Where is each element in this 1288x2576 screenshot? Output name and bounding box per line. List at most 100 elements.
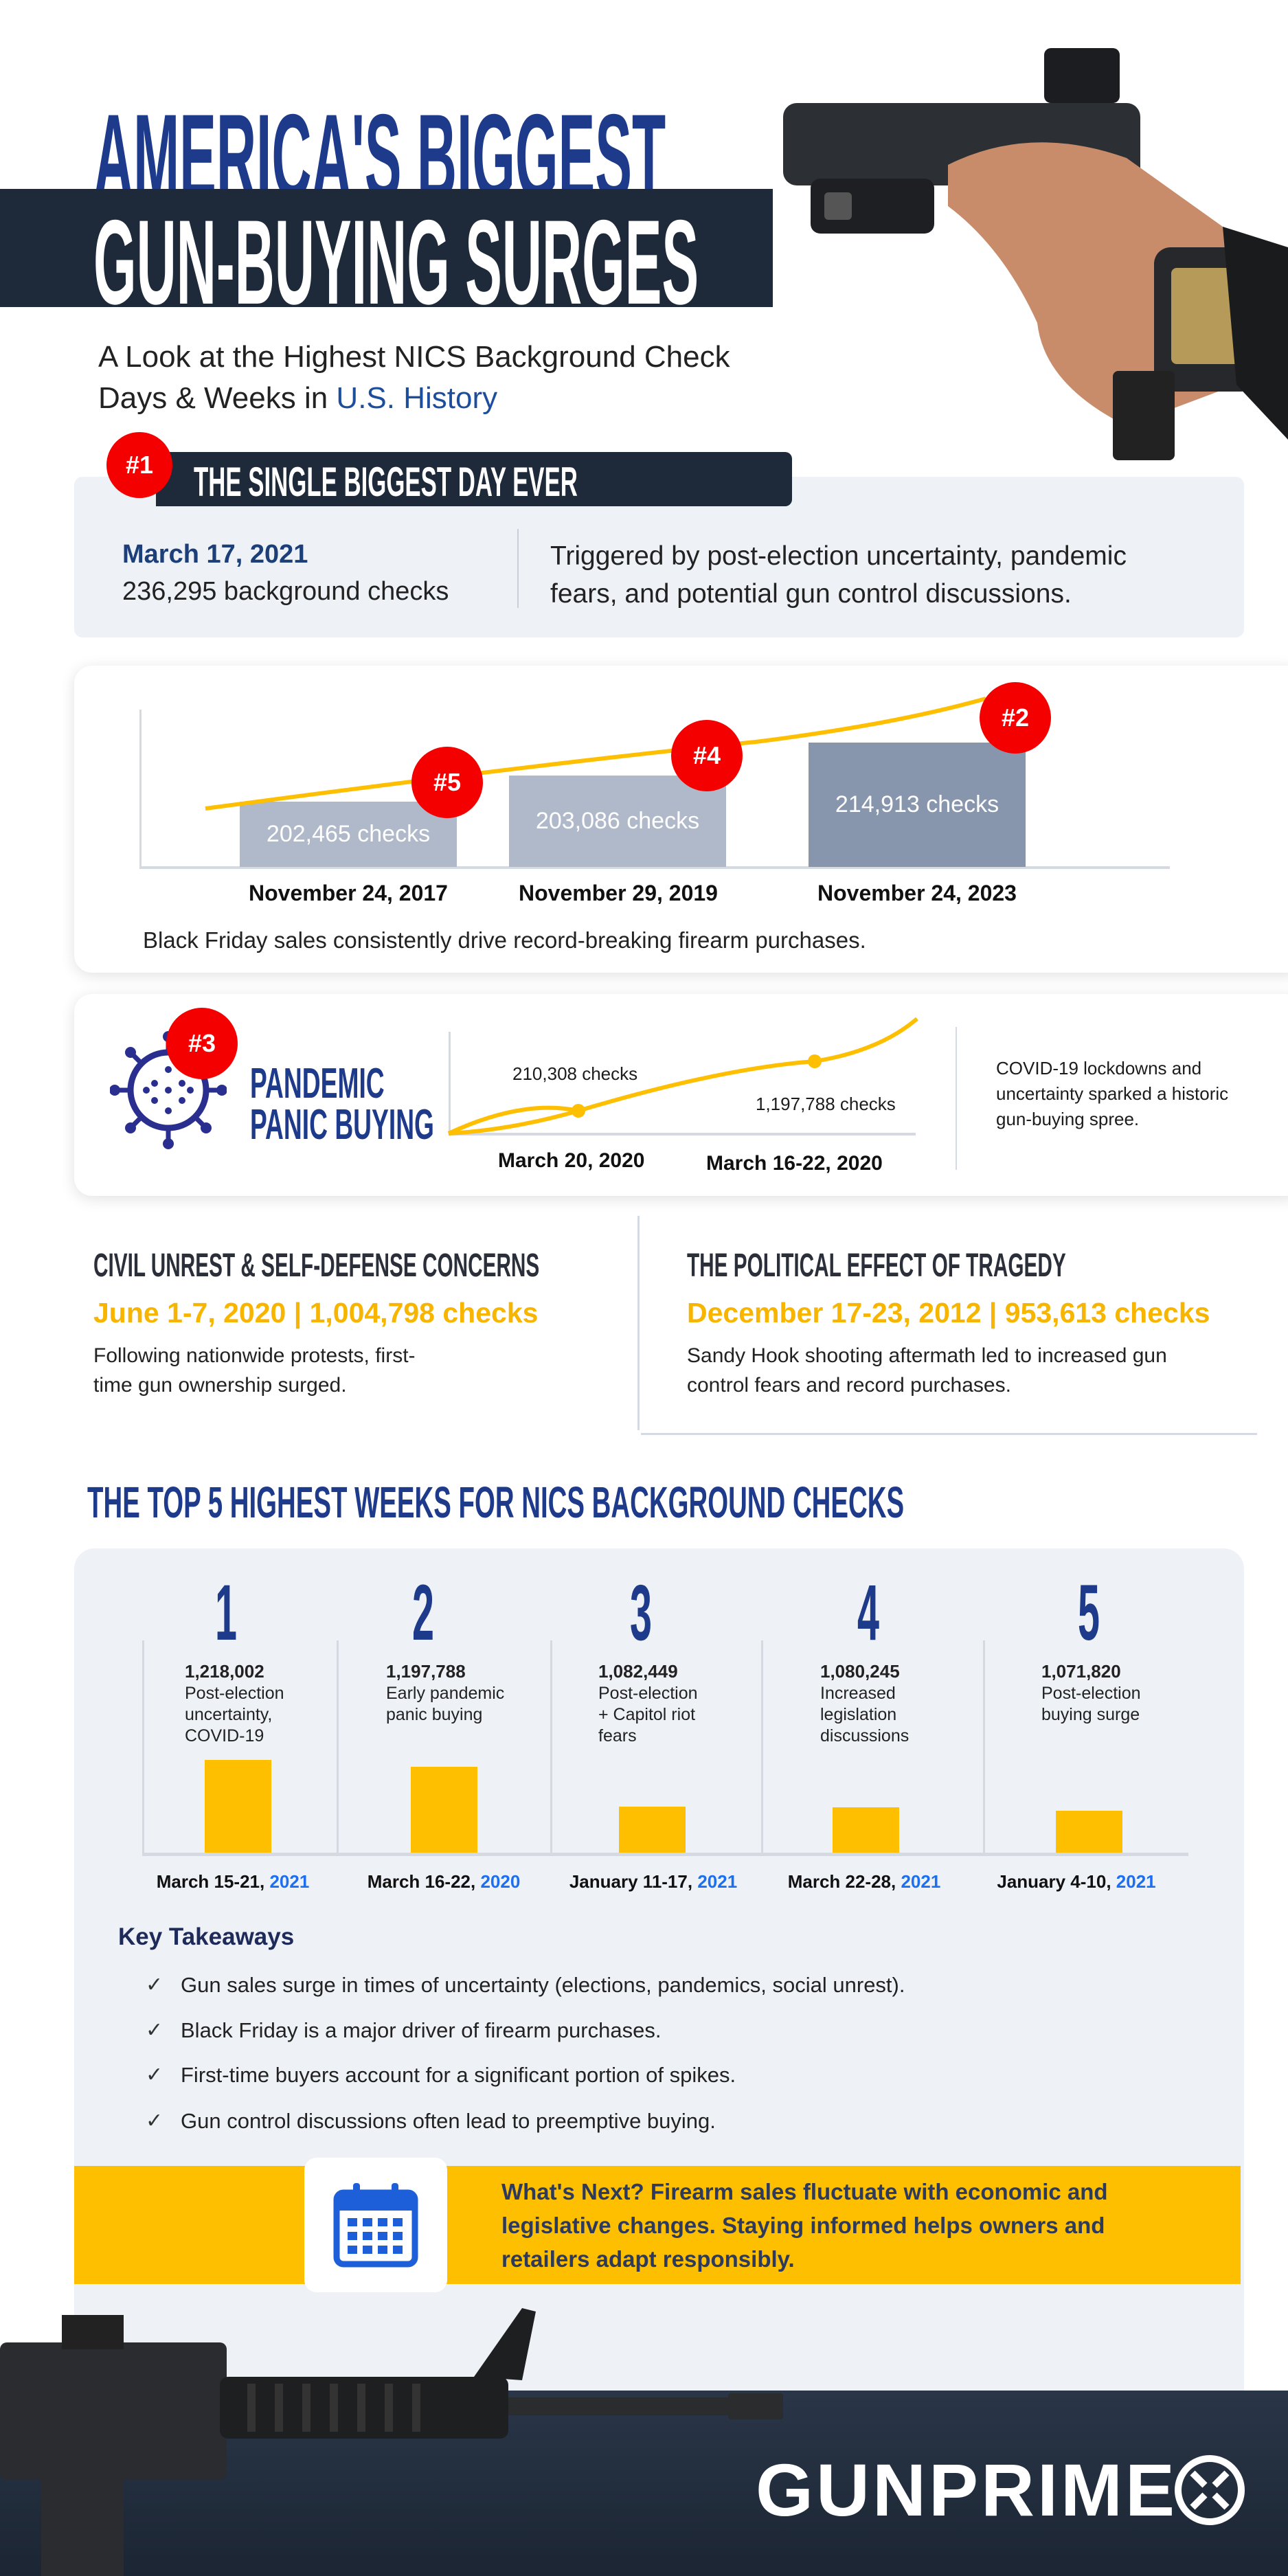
week-bar <box>833 1807 899 1855</box>
week-bar <box>411 1766 477 1855</box>
point1-label: 210,308 checks <box>512 1063 638 1084</box>
civil-unrest-title: CIVIL UNREST & SELF-DEFENSE CONCERNS <box>93 1247 540 1284</box>
biggest-day-title-bar <box>156 452 792 506</box>
pandemic-description: COVID-19 lockdowns and uncertainty spark… <box>996 1056 1228 1132</box>
whats-next-text: What's Next? Firearm sales fluctuate wit… <box>501 2175 1108 2276</box>
week-date: March 15-21, 2021 <box>133 1871 332 1893</box>
pandemic-trend-line <box>447 1017 918 1136</box>
bar-label: 202,465 checks <box>266 821 431 847</box>
takeaway-item: Gun sales surge in times of uncertainty … <box>181 1973 905 1997</box>
rank-number: 3 <box>630 1569 652 1657</box>
title-line: PANDEMIC <box>250 1060 385 1107</box>
week-description: Increased <box>820 1684 896 1703</box>
week-value: 1,080,245 <box>820 1661 900 1682</box>
divider <box>641 1433 1257 1435</box>
rank-badge-1: #1 <box>106 432 172 498</box>
pandemic-title: PANDEMIC PANIC BUYING <box>250 1063 434 1146</box>
point2-label: 1,197,788 checks <box>756 1094 896 1114</box>
body-line: time gun ownership surged. <box>93 1374 347 1397</box>
week-description: panic buying <box>386 1705 483 1724</box>
y-axis <box>139 710 142 868</box>
column-divider <box>337 1640 339 1855</box>
subtitle-line2: Days & Weeks in U.S. History <box>98 378 730 419</box>
rank-number: 2 <box>412 1569 434 1657</box>
rank-number: 5 <box>1078 1569 1100 1657</box>
week-description: COVID-19 <box>185 1726 264 1745</box>
week-info: 1,080,245 Increased legislation discussions <box>820 1661 909 1747</box>
week-description: buying surge <box>1041 1705 1140 1724</box>
black-friday-bar-2023: 214,913 checks <box>809 743 1026 867</box>
takeaway-item: Black Friday is a major driver of firear… <box>181 2018 662 2042</box>
week-description: uncertainty, <box>185 1705 273 1724</box>
divider <box>517 529 519 608</box>
rank-badge-2: #2 <box>980 682 1051 754</box>
week-info: 1,071,820 Post-election buying surge <box>1041 1661 1141 1726</box>
week-value: 1,082,449 <box>598 1661 678 1682</box>
subtitle: A Look at the Highest NICS Background Ch… <box>98 337 730 419</box>
date-text: March 16-22, <box>367 1871 481 1892</box>
calendar-tile <box>304 2158 447 2292</box>
biggest-day-description: Triggered by post-election uncertainty, … <box>550 537 1127 613</box>
date-text: January 4-10, <box>997 1871 1116 1892</box>
bar-date: November 24, 2017 <box>249 881 448 905</box>
date-text: January 11-17, <box>569 1871 698 1892</box>
black-friday-bar-2017: 202,465 checks <box>240 802 457 867</box>
week-date: March 22-28, 2021 <box>765 1871 964 1893</box>
rank-badge-5: #5 <box>411 747 483 818</box>
takeaways-title: Key Takeaways <box>118 1923 295 1950</box>
brand-logo: GUNPRIME <box>756 2448 1178 2531</box>
takeaway-item: First-time buyers account for a signific… <box>181 2063 736 2087</box>
rifle-illustration <box>0 2308 783 2576</box>
week-description: Post-election <box>598 1684 698 1703</box>
pandemic-card <box>74 994 1288 1196</box>
description-line: COVID-19 lockdowns and <box>996 1058 1202 1078</box>
column-divider <box>142 1640 144 1855</box>
week-bar <box>1056 1810 1122 1855</box>
week-description: + Capitol riot <box>598 1705 696 1724</box>
rank-badge-4: #4 <box>671 720 743 791</box>
body-line: control fears and record purchases. <box>687 1374 1011 1397</box>
check-icon: ✓ <box>146 2064 163 2086</box>
date-year: 2021 <box>697 1871 738 1892</box>
week-description: Early pandemic <box>386 1684 505 1703</box>
top5-title: THE TOP 5 HIGHEST WEEKS FOR NICS BACKGRO… <box>87 1478 905 1527</box>
civil-unrest-stat: June 1-7, 2020 | 1,004,798 checks <box>93 1297 539 1329</box>
tragedy-body: Sandy Hook shooting aftermath led to inc… <box>687 1341 1167 1400</box>
data-point <box>572 1104 585 1118</box>
divider <box>956 1027 957 1170</box>
main-title-line2: GUN-BUYING SURGES <box>93 196 699 330</box>
x-axis <box>139 866 1170 869</box>
subtitle-prefix: Days & Weeks in <box>98 381 337 415</box>
top5-panel <box>74 1548 1244 2441</box>
date-year: 2021 <box>269 1871 310 1892</box>
takeaway-item: Gun control discussions often lead to pr… <box>181 2109 716 2133</box>
data-point <box>808 1054 822 1068</box>
description-line: Triggered by post-election uncertainty, … <box>550 541 1127 571</box>
column-divider <box>761 1640 763 1855</box>
bar-label: 203,086 checks <box>535 808 700 834</box>
bar-date: November 24, 2023 <box>817 881 1017 905</box>
week-info: 1,218,002 Post-election uncertainty, COVID-… <box>185 1661 284 1747</box>
tragedy-title: THE POLITICAL EFFECT OF TRAGEDY <box>687 1247 1066 1284</box>
description-line: uncertainty sparked a historic <box>996 1083 1229 1104</box>
week-date: January 4-10, 2021 <box>977 1871 1176 1893</box>
week-description: Post-election <box>185 1684 284 1703</box>
divider <box>637 1216 640 1430</box>
date-text: March 15-21, <box>156 1871 270 1892</box>
point1-date: March 20, 2020 <box>498 1149 645 1172</box>
point2-date: March 16-22, 2020 <box>706 1152 883 1175</box>
calendar-icon <box>333 2183 418 2268</box>
text-line: What's Next? Firearm sales fluctuate wit… <box>501 2179 1108 2204</box>
whats-next-banner <box>74 2166 1241 2284</box>
civil-unrest-body: Following nationwide protests, first- ti… <box>93 1341 416 1400</box>
week-bar <box>205 1759 271 1855</box>
black-friday-caption: Black Friday sales consistently drive re… <box>143 927 866 953</box>
week-description: Post-election <box>1041 1684 1141 1703</box>
date-year: 2021 <box>1116 1871 1156 1892</box>
date-year: 2020 <box>480 1871 521 1892</box>
week-date: January 11-17, 2021 <box>554 1871 753 1893</box>
biggest-day-date: March 17, 2021 <box>122 540 308 569</box>
text-line: retailers adapt responsibly. <box>501 2246 795 2272</box>
text-line: legislative changes. Staying informed he… <box>501 2213 1105 2238</box>
subtitle-highlight: U.S. History <box>336 381 498 415</box>
